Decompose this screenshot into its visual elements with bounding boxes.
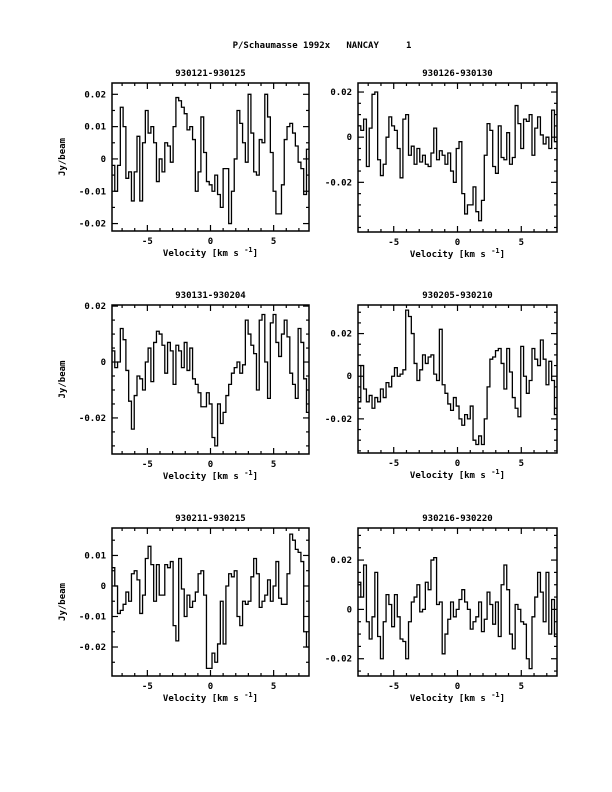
x-tick-label: 5 bbox=[519, 459, 524, 469]
y-tick-label: -0.01 bbox=[79, 612, 106, 622]
panel-title: 930205-930210 bbox=[422, 291, 492, 301]
y-axis-label: Jy/beam bbox=[58, 582, 68, 621]
x-tick-label: 0 bbox=[208, 237, 213, 247]
plot-frame bbox=[111, 304, 310, 455]
x-axis-label: Velocity [km s -1] bbox=[163, 691, 258, 704]
x-tick-label: -5 bbox=[388, 238, 399, 248]
x-tick-label: 0 bbox=[455, 238, 460, 248]
panel-title: 930126-930130 bbox=[422, 69, 492, 79]
x-axis-label: Velocity [km s -1] bbox=[163, 246, 258, 259]
x-axis-label: Velocity [km s -1] bbox=[163, 469, 258, 482]
plot-frame bbox=[111, 82, 310, 232]
y-axis-label: Jy/beam bbox=[58, 137, 68, 176]
x-tick-label: 0 bbox=[208, 460, 213, 470]
x-tick-label: 5 bbox=[519, 682, 524, 692]
y-tick-label: 0.02 bbox=[84, 302, 106, 312]
spectrum-panel: 930131-930204 -5 0 5 -0.02 0 0.02 Velocity [km … bbox=[58, 291, 310, 482]
x-axis-label-end: ] bbox=[253, 694, 258, 704]
plot-frame bbox=[357, 82, 558, 233]
x-axis-label-text: Velocity [km s bbox=[163, 693, 244, 704]
spectrum-panel: 930126-930130 -5 0 5 -0.02 0 0.02 Velocity [km … bbox=[325, 69, 558, 260]
x-axis-label-text: Velocity [km s bbox=[410, 470, 491, 481]
panel-title: 930216-930220 bbox=[422, 514, 492, 524]
spectrum-panel: 930121-930125 -5 0 5 -0.02 -0.01 0 0.01 0.02 Velo… bbox=[58, 69, 310, 259]
x-axis-label: Velocity [km s -1] bbox=[410, 691, 505, 704]
x-tick-label: 5 bbox=[271, 682, 276, 692]
spectrum-line bbox=[112, 93, 309, 225]
panel-title: 930211-930215 bbox=[175, 514, 245, 524]
x-axis-label-text: Velocity [km s bbox=[410, 693, 491, 704]
plot-frame bbox=[357, 304, 558, 454]
x-axis-label: Velocity [km s -1] bbox=[410, 468, 505, 481]
y-tick-label: 0 bbox=[347, 605, 352, 615]
y-tick-label: 0.02 bbox=[84, 90, 106, 100]
page-title: P/Schaumasse 1992x NANCAY 1 bbox=[233, 41, 412, 51]
x-tick-label: -5 bbox=[142, 682, 153, 692]
x-axis-label-end: ] bbox=[500, 471, 505, 481]
y-tick-label: -0.02 bbox=[79, 643, 106, 653]
y-tick-label: 0 bbox=[347, 133, 352, 143]
x-tick-label: -5 bbox=[388, 459, 399, 469]
panel-title: 930121-930125 bbox=[175, 69, 245, 79]
x-tick-label: -5 bbox=[142, 237, 153, 247]
plot-frame bbox=[111, 527, 310, 677]
y-axis-label: Jy/beam bbox=[58, 360, 68, 399]
spectrum-line bbox=[358, 556, 557, 670]
spectrum-line bbox=[112, 313, 309, 447]
x-axis-label-text: Velocity [km s bbox=[410, 249, 491, 260]
x-axis-label-end: ] bbox=[253, 472, 258, 482]
x-axis-label-exponent: -1 bbox=[244, 469, 252, 477]
y-tick-label: -0.02 bbox=[325, 415, 352, 425]
y-tick-label: -0.01 bbox=[79, 187, 106, 197]
x-tick-label: 5 bbox=[271, 460, 276, 470]
spectrum-line bbox=[358, 91, 557, 222]
spectrum-panel: 930211-930215 -5 0 5 -0.02 -0.01 0 0.01 Velocity… bbox=[58, 514, 310, 704]
plot-frame bbox=[357, 527, 558, 677]
x-tick-label: 0 bbox=[455, 459, 460, 469]
y-tick-label: -0.02 bbox=[325, 655, 352, 665]
x-axis-label-exponent: -1 bbox=[491, 691, 499, 699]
y-tick-label: 0 bbox=[101, 155, 106, 165]
spectrum-panel: 930216-930220 -5 0 5 -0.02 0 0.02 Velocity [km … bbox=[325, 514, 558, 704]
x-axis-label-exponent: -1 bbox=[244, 691, 252, 699]
x-axis-label-exponent: -1 bbox=[491, 468, 499, 476]
spectrum-line bbox=[112, 533, 309, 670]
x-tick-label: -5 bbox=[388, 682, 399, 692]
x-axis-label-end: ] bbox=[500, 694, 505, 704]
y-tick-label: 0.02 bbox=[330, 330, 352, 340]
x-tick-label: 5 bbox=[271, 237, 276, 247]
x-tick-label: -5 bbox=[142, 460, 153, 470]
y-tick-label: 0.01 bbox=[84, 551, 106, 561]
x-tick-label: 0 bbox=[208, 682, 213, 692]
panel-title: 930131-930204 bbox=[175, 291, 246, 301]
x-axis-label-text: Velocity [km s bbox=[163, 471, 244, 482]
y-tick-label: 0.01 bbox=[84, 123, 106, 133]
x-axis-label-exponent: -1 bbox=[491, 247, 499, 255]
y-tick-label: 0 bbox=[101, 582, 106, 592]
x-axis-label-exponent: -1 bbox=[244, 246, 252, 254]
y-tick-label: 0.02 bbox=[330, 88, 352, 98]
spectrum-line bbox=[358, 309, 557, 446]
x-axis-label-end: ] bbox=[500, 250, 505, 260]
y-tick-label: -0.02 bbox=[79, 414, 106, 424]
x-axis-label-text: Velocity [km s bbox=[163, 248, 244, 259]
x-axis-label: Velocity [km s -1] bbox=[410, 247, 505, 260]
y-tick-label: 0.02 bbox=[330, 556, 352, 566]
x-axis-label-end: ] bbox=[253, 249, 258, 259]
x-tick-label: 5 bbox=[519, 238, 524, 248]
y-tick-label: -0.02 bbox=[325, 178, 352, 188]
spectrum-panel: 930205-930210 -5 0 5 -0.02 0 0.02 Velocity [km … bbox=[325, 291, 558, 481]
y-tick-label: -0.02 bbox=[79, 220, 106, 230]
x-tick-label: 0 bbox=[455, 682, 460, 692]
y-tick-label: 0 bbox=[347, 372, 352, 382]
y-tick-label: 0 bbox=[101, 358, 106, 368]
